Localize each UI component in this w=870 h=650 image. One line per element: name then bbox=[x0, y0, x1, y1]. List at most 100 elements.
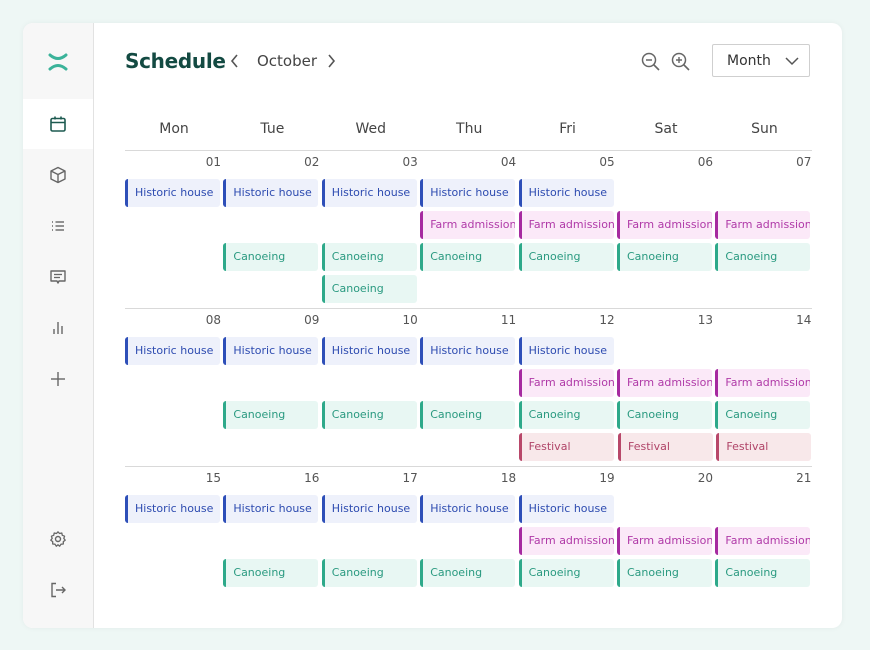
calendar-event[interactable]: Canoeing bbox=[617, 243, 712, 271]
day-number: 19 bbox=[599, 471, 615, 485]
weekday-header: Fri bbox=[559, 121, 576, 137]
day-number: 14 bbox=[796, 313, 812, 327]
day-number: 13 bbox=[697, 313, 713, 327]
calendar-event[interactable]: Historic house bbox=[223, 179, 319, 207]
calendar-event[interactable]: Farm admission bbox=[715, 211, 811, 239]
weekday-header: Tue bbox=[260, 121, 285, 137]
calendar-event[interactable]: Historic house bbox=[518, 495, 614, 523]
day-number: 21 bbox=[796, 471, 812, 485]
day-number: 11 bbox=[500, 313, 517, 327]
calendar-event[interactable]: Canoeing bbox=[518, 243, 614, 271]
calendar-event[interactable]: Historic house bbox=[321, 337, 417, 365]
calendar-event[interactable]: Historic house bbox=[420, 495, 516, 523]
view-select[interactable]: Month bbox=[712, 44, 810, 77]
calendar-event[interactable]: Historic house bbox=[223, 495, 319, 523]
calendar-event[interactable]: Farm admission bbox=[617, 369, 712, 397]
calendar-event[interactable]: Canoeing bbox=[420, 243, 516, 271]
sidebar-item-packages[interactable] bbox=[23, 150, 93, 200]
calendar-event[interactable]: Historic house bbox=[420, 337, 516, 365]
zoom-out-button[interactable] bbox=[640, 51, 662, 73]
zoom-in-button[interactable] bbox=[670, 51, 692, 73]
calendar-event[interactable]: Canoeing bbox=[223, 243, 319, 271]
calendar-event[interactable]: Canoeing bbox=[617, 401, 712, 429]
calendar-event[interactable]: Canoeing bbox=[321, 401, 417, 429]
calendar-event[interactable]: Canoeing bbox=[715, 401, 811, 429]
calendar-event[interactable]: Historic house bbox=[518, 337, 614, 365]
calendar-event[interactable]: Historic house bbox=[125, 337, 220, 365]
chevron-down-icon bbox=[785, 57, 799, 66]
calendar-event[interactable]: Historic house bbox=[321, 495, 417, 523]
calendar-event[interactable]: Canoeing bbox=[715, 243, 811, 271]
sidebar-item-settings[interactable] bbox=[23, 514, 93, 564]
calendar-event[interactable]: Farm admission bbox=[617, 211, 712, 239]
week-divider bbox=[125, 150, 812, 151]
chevron-left-icon bbox=[230, 54, 238, 68]
current-month: October bbox=[257, 52, 318, 70]
calendar-event[interactable]: Festival bbox=[716, 433, 812, 461]
weekday-header: Thu bbox=[456, 121, 483, 137]
calendar-event[interactable]: Historic house bbox=[321, 179, 417, 207]
sidebar-item-list[interactable] bbox=[23, 201, 93, 251]
sidebar-item-logout[interactable] bbox=[23, 565, 93, 615]
calendar-event[interactable]: Historic house bbox=[125, 495, 220, 523]
next-month-button[interactable] bbox=[321, 51, 341, 71]
calendar-event[interactable]: Canoeing bbox=[420, 559, 516, 587]
calendar-event[interactable]: Canoeing bbox=[223, 401, 319, 429]
day-number: 05 bbox=[599, 155, 615, 169]
day-number: 10 bbox=[402, 313, 418, 327]
sidebar-item-reports[interactable] bbox=[23, 303, 93, 353]
sidebar-item-messages[interactable] bbox=[23, 252, 93, 302]
calendar-event[interactable]: Historic house bbox=[420, 179, 516, 207]
view-select-value: Month bbox=[727, 52, 771, 69]
weekday-header: Sat bbox=[654, 121, 678, 137]
day-number: 02 bbox=[304, 155, 320, 169]
calendar-event[interactable]: Canoeing bbox=[321, 275, 417, 303]
calendar-event[interactable]: Historic house bbox=[223, 337, 319, 365]
calendar-event[interactable]: Farm admission bbox=[715, 527, 811, 555]
calendar-event[interactable]: Canoeing bbox=[321, 559, 417, 587]
logout-icon bbox=[51, 582, 66, 598]
prev-month-button[interactable] bbox=[225, 51, 245, 71]
sidebar bbox=[23, 23, 94, 628]
week-divider bbox=[125, 466, 812, 467]
calendar-event[interactable]: Canoeing bbox=[518, 401, 614, 429]
calendar-event[interactable]: Canoeing bbox=[715, 559, 811, 587]
calendar-event[interactable]: Canoeing bbox=[420, 401, 516, 429]
day-number: 17 bbox=[402, 471, 418, 485]
calendar-event[interactable]: Farm admission bbox=[420, 211, 516, 239]
calendar-event[interactable]: Farm admission bbox=[617, 527, 712, 555]
calendar-event[interactable]: Festival bbox=[618, 433, 713, 461]
calendar-event[interactable]: Historic house bbox=[518, 179, 614, 207]
logo-icon bbox=[48, 53, 68, 71]
chevron-right-icon bbox=[328, 54, 336, 68]
day-number: 16 bbox=[304, 471, 320, 485]
day-number: 08 bbox=[205, 313, 221, 327]
calendar-event[interactable]: Canoeing bbox=[617, 559, 712, 587]
day-number: 06 bbox=[697, 155, 713, 169]
calendar-event[interactable]: Festival bbox=[518, 433, 614, 461]
day-number: 18 bbox=[500, 471, 517, 485]
calendar-event[interactable]: Canoeing bbox=[321, 243, 417, 271]
calendar-event[interactable]: Farm admission bbox=[518, 369, 614, 397]
sidebar-item-add[interactable] bbox=[23, 354, 93, 404]
sidebar-item-calendar[interactable] bbox=[23, 99, 93, 149]
day-number: 07 bbox=[796, 155, 812, 169]
week-divider bbox=[125, 308, 812, 309]
calendar-event[interactable]: Canoeing bbox=[223, 559, 319, 587]
day-number: 12 bbox=[599, 313, 615, 327]
bar-chart-icon bbox=[53, 322, 63, 334]
app-window: Schedule October Month Mon Tue Wed Thu Fri Sa… bbox=[23, 23, 842, 628]
calendar-event[interactable]: Historic house bbox=[125, 179, 220, 207]
day-number: 01 bbox=[205, 155, 221, 169]
weekday-header: Wed bbox=[355, 121, 387, 137]
calendar-event[interactable]: Farm admission bbox=[518, 527, 614, 555]
calendar-event[interactable]: Canoeing bbox=[518, 559, 614, 587]
day-number: 03 bbox=[402, 155, 418, 169]
page-title: Schedule bbox=[125, 49, 226, 73]
calendar-event[interactable]: Farm admission bbox=[518, 211, 614, 239]
weekday-header: Sun bbox=[751, 121, 778, 137]
weekday-header: Mon bbox=[159, 121, 189, 137]
logo bbox=[23, 37, 93, 87]
calendar-event[interactable]: Farm admission bbox=[715, 369, 811, 397]
list-icon bbox=[52, 221, 64, 231]
